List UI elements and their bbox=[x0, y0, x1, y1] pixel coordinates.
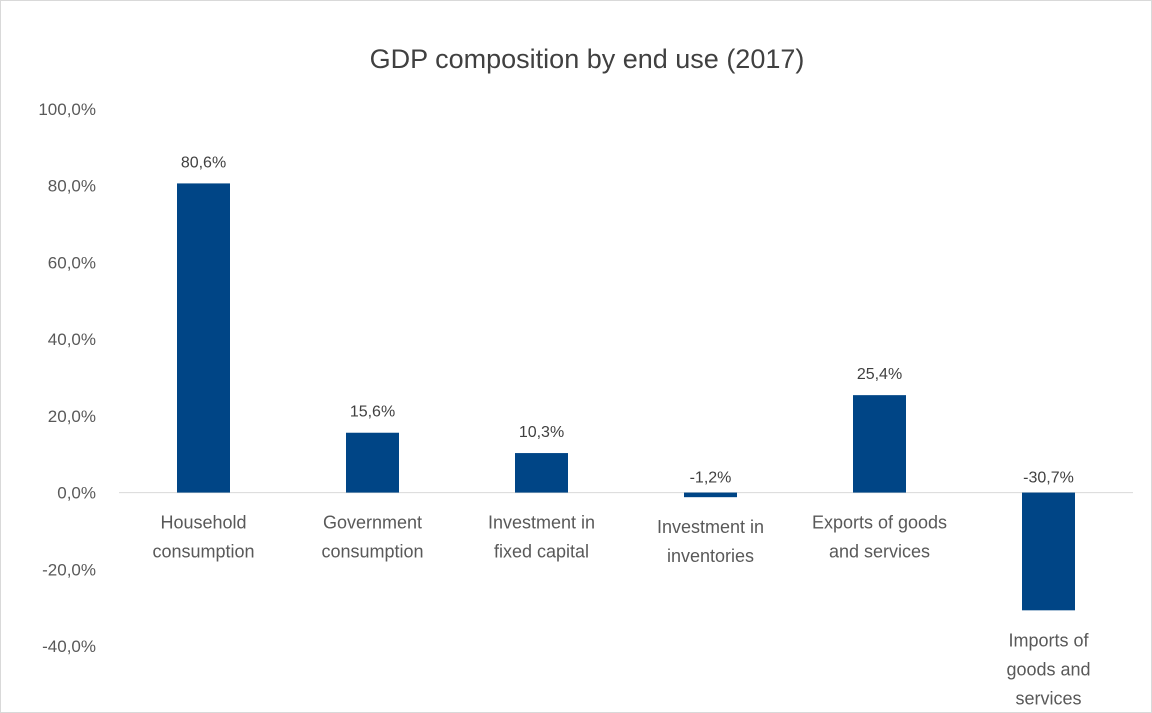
category-label-line: inventories bbox=[667, 546, 754, 566]
y-tick-label: 0,0% bbox=[57, 484, 96, 503]
bar bbox=[177, 183, 230, 493]
category-label-line: consumption bbox=[152, 542, 254, 562]
data-label: 15,6% bbox=[350, 404, 395, 421]
data-labels: 80,6% 15,6% 10,3% -1,2% 25,4% -30,7% bbox=[181, 154, 1074, 486]
category-label-line: Investment in bbox=[488, 513, 595, 533]
category-label: Imports of goods and services bbox=[1006, 630, 1090, 708]
chart-title: GDP composition by end use (2017) bbox=[370, 44, 805, 74]
category-label: Government consumption bbox=[321, 513, 423, 562]
data-label: -1,2% bbox=[690, 470, 732, 487]
category-label: Investment in inventories bbox=[657, 517, 764, 566]
category-label-line: Government bbox=[323, 513, 422, 533]
y-tick-label: 60,0% bbox=[48, 253, 96, 272]
data-label: 25,4% bbox=[857, 366, 902, 383]
data-label: -30,7% bbox=[1023, 470, 1074, 487]
y-tick-label: 80,0% bbox=[48, 177, 96, 196]
bar bbox=[1022, 492, 1075, 611]
category-label-line: and services bbox=[829, 542, 930, 562]
y-tick-label: -20,0% bbox=[42, 560, 96, 579]
y-axis: 100,0% 80,0% 60,0% 40,0% 20,0% 0,0% -20,0% -40,… bbox=[38, 100, 96, 656]
category-label-line: services bbox=[1015, 688, 1081, 708]
category-label-line: Household bbox=[160, 513, 246, 533]
bar bbox=[515, 453, 568, 493]
category-label: Exports of goods and services bbox=[812, 513, 947, 562]
bar bbox=[853, 395, 906, 493]
category-labels: Household consumption Government consumptio… bbox=[152, 513, 1090, 709]
category-label: Investment in fixed capital bbox=[488, 513, 595, 562]
bar bbox=[684, 492, 737, 498]
y-tick-label: 20,0% bbox=[48, 407, 96, 426]
category-label-line: Exports of goods bbox=[812, 513, 947, 533]
bars bbox=[177, 183, 1075, 611]
data-label: 10,3% bbox=[519, 424, 564, 441]
category-label-line: consumption bbox=[321, 542, 423, 562]
y-tick-label: 100,0% bbox=[38, 100, 96, 119]
y-tick-label: 40,0% bbox=[48, 330, 96, 349]
y-tick-label: -40,0% bbox=[42, 637, 96, 656]
data-label: 80,6% bbox=[181, 154, 226, 171]
category-label-line: fixed capital bbox=[494, 542, 589, 562]
category-label-line: Investment in bbox=[657, 517, 764, 537]
bar bbox=[346, 432, 399, 493]
category-label-line: Imports of bbox=[1008, 630, 1089, 650]
category-label-line: goods and bbox=[1006, 659, 1090, 679]
category-label: Household consumption bbox=[152, 513, 254, 562]
